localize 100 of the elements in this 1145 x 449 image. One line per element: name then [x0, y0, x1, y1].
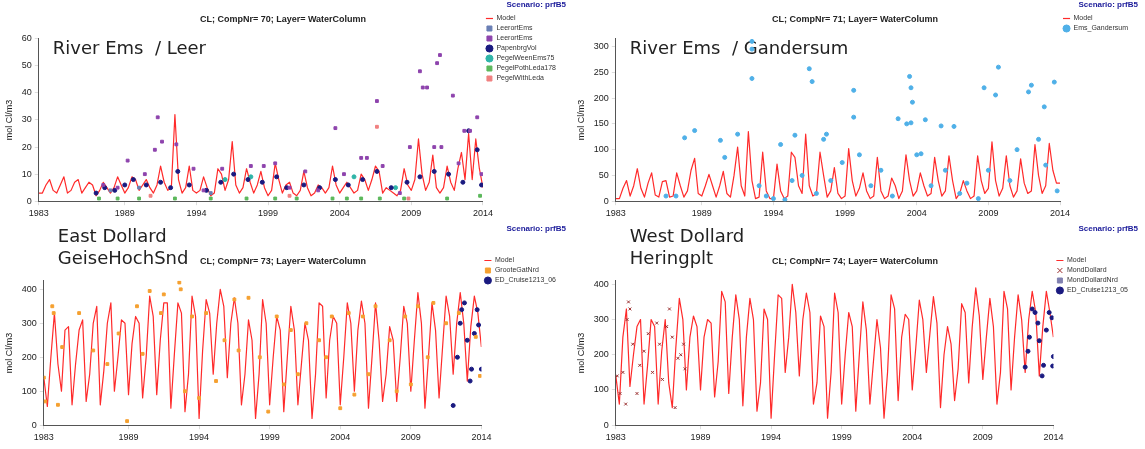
- point: [635, 391, 639, 396]
- point: [456, 311, 461, 315]
- annotation: River Ems / Leer: [52, 37, 207, 59]
- y-tick-label: 0: [603, 419, 609, 430]
- point: [178, 287, 183, 292]
- text: Scenario: prfB5: [1078, 0, 1139, 10]
- point: [380, 164, 385, 168]
- point: [108, 188, 113, 193]
- point: [257, 355, 262, 360]
- point: [387, 338, 392, 343]
- chart-title: CL; CompNr= 71; Layer= WaterColumn: [771, 13, 939, 24]
- point: [208, 191, 213, 195]
- point: [403, 314, 408, 319]
- x-tick-label: 2009: [400, 432, 421, 443]
- point: [681, 342, 686, 347]
- point: [208, 196, 213, 201]
- x-tick-label: 1999: [835, 208, 856, 219]
- y-tick-label: 300: [593, 314, 609, 325]
- x-tick-label: 1999: [258, 208, 279, 219]
- point: [397, 191, 402, 195]
- x-tick-label: 1989: [114, 208, 135, 219]
- point: [456, 161, 461, 166]
- x-tick-label: 1989: [690, 432, 711, 443]
- point: [152, 147, 157, 152]
- point: [359, 155, 364, 160]
- point: [670, 335, 675, 340]
- y-tick-label: 10: [21, 168, 32, 179]
- point: [317, 338, 321, 343]
- point: [288, 328, 293, 332]
- point: [406, 196, 411, 201]
- point: [142, 172, 147, 177]
- y-axis-title: mol Cl/m3: [575, 99, 586, 141]
- x-tick-label: 2014: [472, 208, 493, 219]
- point: [220, 166, 225, 171]
- point: [77, 311, 82, 315]
- point: [425, 85, 429, 90]
- point: [623, 402, 628, 406]
- text: Scenario: prfB5: [506, 224, 567, 234]
- point: [479, 172, 483, 177]
- annotation: River Ems / Gandersum: [629, 37, 849, 59]
- point: [161, 292, 166, 297]
- point: [615, 373, 620, 378]
- y-tick-label: 40: [21, 87, 32, 98]
- point: [137, 185, 142, 190]
- point: [115, 196, 120, 201]
- point: [222, 338, 227, 343]
- point: [642, 349, 646, 354]
- point: [394, 389, 399, 394]
- text: GeiseHochSnd: [57, 246, 189, 268]
- x-tick-label: 2009: [972, 432, 993, 443]
- point: [183, 389, 187, 394]
- point: [346, 311, 351, 315]
- point: [683, 366, 687, 371]
- x-tick-label: 1994: [763, 208, 784, 219]
- point: [408, 382, 413, 387]
- point: [159, 311, 163, 315]
- point: [330, 196, 335, 201]
- y-tick-label: 400: [21, 283, 37, 294]
- text: West Dollard: [629, 224, 745, 246]
- point: [425, 355, 430, 360]
- x-tick-label: 2014: [1043, 432, 1064, 443]
- y-axis-title: mol Cl/m3: [575, 332, 586, 374]
- y-tick-label: 300: [21, 317, 37, 328]
- point: [294, 196, 299, 201]
- point: [50, 304, 55, 309]
- chart-title: CL; CompNr= 70; Layer= WaterColumn: [199, 13, 367, 24]
- point: [415, 304, 420, 309]
- point: [417, 69, 422, 74]
- chart-title: CL; CompNr= 73; Layer= WaterColumn: [199, 255, 367, 266]
- point: [60, 345, 65, 349]
- point: [248, 164, 253, 168]
- x-tick-label: 1983: [28, 208, 49, 219]
- point: [105, 362, 110, 366]
- point: [43, 375, 46, 380]
- point: [352, 392, 357, 397]
- text: Scenario: prfB5: [506, 0, 567, 10]
- x-tick-label: 2009: [978, 208, 999, 219]
- point: [261, 164, 266, 168]
- point: [160, 139, 164, 144]
- point: [673, 405, 678, 410]
- point: [197, 396, 201, 400]
- y-tick-label: 200: [593, 92, 609, 103]
- point: [445, 196, 450, 201]
- point: [281, 382, 286, 387]
- chart-title: CL; CompNr= 74; Layer= WaterColumn: [771, 255, 939, 266]
- point: [431, 300, 436, 305]
- point: [147, 289, 152, 293]
- point: [274, 314, 279, 319]
- x-tick-label: 2004: [330, 432, 351, 443]
- point: [236, 348, 241, 353]
- text: Heringplt: [629, 246, 714, 268]
- y-axis-title: mol Cl/m3: [3, 99, 14, 141]
- point: [191, 166, 196, 171]
- x-tick-label: 1994: [761, 432, 782, 443]
- point: [478, 193, 482, 198]
- point: [135, 304, 139, 309]
- y-tick-label: 100: [21, 385, 37, 396]
- point: [344, 196, 349, 201]
- y-tick-label: 150: [593, 118, 609, 129]
- point: [420, 85, 425, 90]
